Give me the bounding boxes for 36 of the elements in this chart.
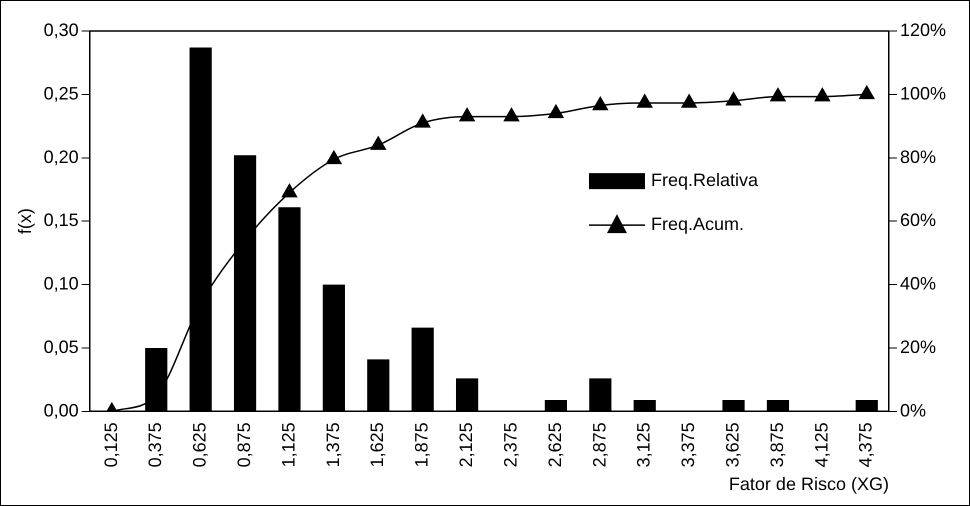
y-tick-label: 0,00 xyxy=(44,400,79,420)
x-axis-title: Fator de Risco (XG) xyxy=(728,474,889,494)
y-tick-label: 0,10 xyxy=(44,274,79,294)
y2-tick-label: 60% xyxy=(900,210,936,230)
x-tick-label: 3,375 xyxy=(678,422,698,468)
x-tick-label: 3,875 xyxy=(766,422,787,468)
x-tick-label: 0,125 xyxy=(100,422,121,468)
x-tick-label: 4,375 xyxy=(856,422,876,468)
x-tick-label: 4,125 xyxy=(811,422,832,468)
x-tick-label: 2,875 xyxy=(589,422,610,468)
x-tick-label: 0,375 xyxy=(145,422,166,468)
y2-tick-label: 80% xyxy=(900,146,936,167)
x-tick-label: 2,625 xyxy=(544,422,565,468)
legend-label: Freq.Relativa xyxy=(650,170,759,190)
x-tick-label: 1,375 xyxy=(322,422,343,468)
x-tick-label: 3,625 xyxy=(722,422,743,468)
x-tick-label: 3,125 xyxy=(634,422,654,468)
x-tick-label: 1,625 xyxy=(367,422,388,468)
x-tick-label: 1,875 xyxy=(412,422,432,468)
legend-label: Freq.Acum. xyxy=(650,214,744,234)
x-tick-label: 2,125 xyxy=(456,422,476,468)
y-axis-title: f(x) xyxy=(14,208,35,234)
y2-tick-label: 120% xyxy=(900,20,946,40)
y2-tick-label: 20% xyxy=(900,336,936,357)
y2-tick-label: 100% xyxy=(900,83,946,104)
x-tick-label: 1,125 xyxy=(278,422,298,468)
y-tick-label: 0,05 xyxy=(44,336,79,357)
x-tick-label: 2,375 xyxy=(500,422,520,468)
y-tick-label: 0,30 xyxy=(44,20,79,40)
y-tick-label: 0,15 xyxy=(44,210,79,230)
y-tick-label: 0,25 xyxy=(44,83,79,104)
x-tick-label: 0,625 xyxy=(190,422,210,468)
y2-tick-label: 40% xyxy=(900,274,936,294)
y-tick-label: 0,20 xyxy=(44,146,79,167)
x-tick-label: 0,875 xyxy=(234,422,254,468)
y2-tick-label: 0% xyxy=(900,400,926,420)
